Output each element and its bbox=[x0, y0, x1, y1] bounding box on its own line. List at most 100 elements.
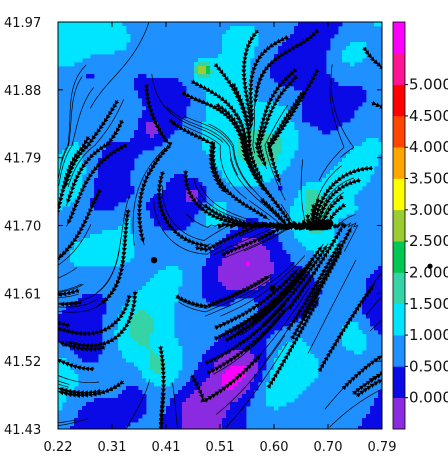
contour-cell bbox=[150, 334, 175, 339]
contour-cell bbox=[302, 118, 351, 123]
contour-cell bbox=[58, 186, 83, 191]
streamline bbox=[193, 177, 277, 228]
contour-cell bbox=[182, 386, 199, 391]
x-tick-label: 0.70 bbox=[314, 440, 343, 455]
contour-cell bbox=[58, 326, 103, 331]
y-axis: 41.97 41.88 41.79 41.70 41.61 41.52 41.43 bbox=[4, 16, 382, 438]
contour-cell bbox=[206, 118, 291, 123]
contour-cell bbox=[74, 262, 123, 267]
contour-cell bbox=[222, 282, 267, 287]
contour-cell bbox=[166, 362, 183, 367]
contour-cell bbox=[346, 154, 379, 159]
streamline bbox=[172, 382, 179, 429]
contour-cell bbox=[362, 310, 382, 315]
colorbar-swatch bbox=[393, 303, 405, 336]
contour-cell bbox=[374, 402, 382, 407]
contour-cell bbox=[58, 54, 91, 59]
contour-cell bbox=[342, 330, 363, 335]
contour-cell bbox=[154, 218, 195, 223]
contour-cell bbox=[106, 146, 155, 151]
contour-cell bbox=[126, 386, 139, 391]
contour-cell bbox=[70, 426, 127, 429]
contour-cell bbox=[262, 130, 299, 135]
streamline bbox=[324, 355, 382, 410]
streamline bbox=[136, 147, 169, 245]
contour-cell bbox=[118, 346, 147, 351]
contour-cell bbox=[270, 74, 331, 79]
colorbar-marker bbox=[427, 263, 433, 269]
contour-cell bbox=[206, 66, 211, 71]
contour-cell bbox=[370, 410, 382, 415]
contour-cell bbox=[166, 410, 183, 415]
contour-cell bbox=[58, 394, 67, 399]
contour-cell bbox=[190, 378, 207, 383]
contour-cell bbox=[270, 374, 319, 379]
colorbar-swatch bbox=[393, 209, 405, 242]
contour-cell bbox=[86, 74, 95, 79]
colorbar-label: 3.000 bbox=[409, 201, 448, 219]
contour-cell bbox=[346, 46, 367, 51]
contour-cell bbox=[302, 102, 363, 107]
contour-cell bbox=[282, 142, 299, 147]
contour-cell bbox=[266, 382, 311, 387]
contour-cell bbox=[58, 402, 63, 407]
contour-cell bbox=[58, 406, 63, 411]
contour-cell bbox=[366, 278, 382, 283]
contour-cell bbox=[362, 298, 382, 303]
contour-cell bbox=[206, 258, 223, 263]
contour-cell bbox=[90, 234, 135, 239]
contour-cell bbox=[250, 382, 259, 387]
contour-cell bbox=[182, 414, 227, 419]
contour-cell bbox=[154, 326, 175, 331]
colorbar-label: 2.000 bbox=[409, 263, 448, 281]
contour-cell bbox=[118, 342, 139, 347]
contour-cell bbox=[262, 242, 283, 247]
contour-cell bbox=[350, 42, 367, 47]
contour-cell bbox=[214, 70, 251, 75]
contour-cell bbox=[94, 194, 131, 199]
contour-cell bbox=[118, 226, 131, 231]
contour-cell bbox=[78, 410, 147, 415]
contour-cell bbox=[218, 274, 271, 279]
streamline bbox=[58, 283, 84, 293]
contour-cell bbox=[158, 122, 183, 127]
contour-cell bbox=[58, 58, 83, 63]
contour-cell bbox=[198, 66, 207, 71]
streamline bbox=[58, 418, 89, 427]
colorbar-frame bbox=[392, 21, 406, 430]
contour-cell bbox=[154, 274, 183, 279]
contour-cell bbox=[222, 34, 259, 39]
streamlines bbox=[58, 22, 382, 429]
contour-cell bbox=[222, 422, 247, 427]
colorbar-label: 0.000 bbox=[409, 389, 448, 407]
contour-cell bbox=[166, 406, 183, 411]
contour-cell bbox=[282, 346, 311, 351]
contour-cell bbox=[202, 278, 219, 283]
contour-cell bbox=[370, 322, 382, 327]
contour-cell bbox=[370, 318, 382, 323]
contour-cell bbox=[214, 162, 247, 167]
contour-cell bbox=[302, 90, 367, 95]
colorbar-swatch bbox=[393, 335, 405, 367]
contour-cell bbox=[374, 326, 382, 331]
colorbar-label: 5.000 bbox=[409, 76, 448, 94]
contour-cell bbox=[270, 70, 327, 75]
contour-cell bbox=[222, 382, 239, 387]
contour-cell bbox=[282, 146, 299, 151]
streamline bbox=[58, 340, 106, 352]
contour-cell bbox=[290, 210, 307, 215]
contour-cell bbox=[222, 174, 275, 179]
contour-cell bbox=[62, 342, 103, 347]
contour-cell bbox=[150, 198, 187, 203]
contour-cell bbox=[146, 126, 159, 131]
streamline bbox=[371, 100, 382, 109]
colorbar-swatch bbox=[393, 147, 405, 179]
streamline bbox=[369, 319, 382, 332]
contour-cell bbox=[226, 386, 235, 391]
streamline bbox=[317, 282, 376, 373]
contour-cell bbox=[206, 70, 211, 75]
contour-cell bbox=[366, 294, 382, 299]
contour-cell bbox=[302, 114, 355, 119]
contour-cell bbox=[374, 270, 382, 275]
